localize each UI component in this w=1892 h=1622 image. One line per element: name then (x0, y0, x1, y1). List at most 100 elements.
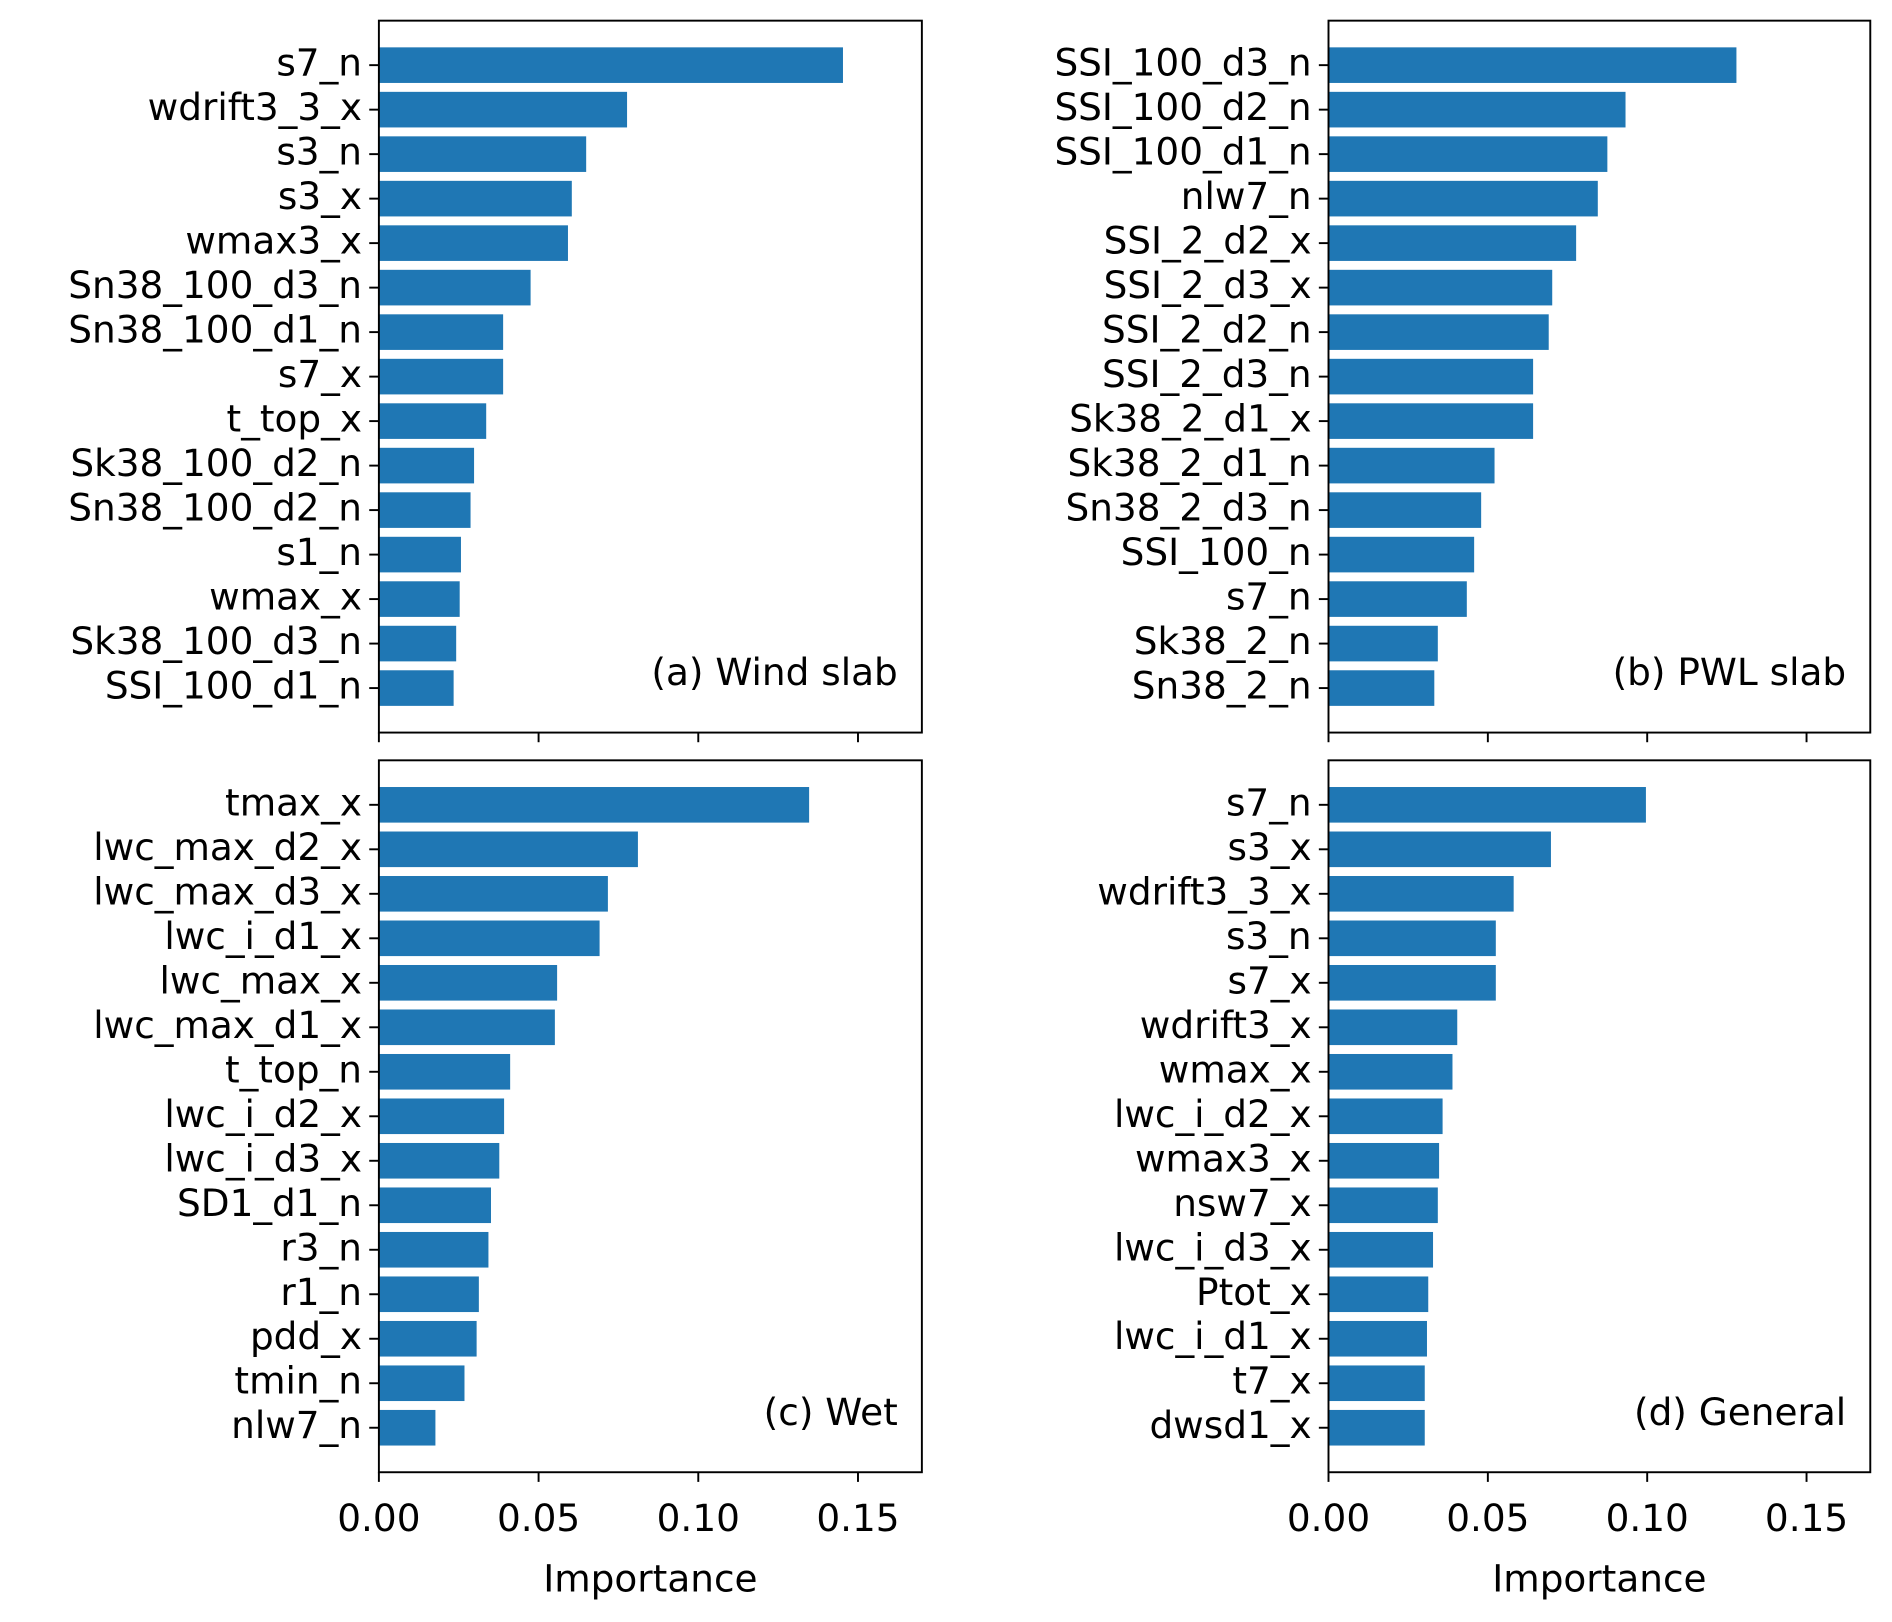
y-tick-label: lwc_i_d2_x (164, 1092, 362, 1136)
bar (378, 91, 628, 128)
y-tick-label: s7_n (1226, 780, 1312, 824)
bar (1328, 831, 1551, 868)
x-tick-label: 0.05 (497, 1496, 580, 1540)
y-tick-label: Sn38_100_d3_n (68, 263, 362, 307)
y-tick-label: t_top_n (225, 1047, 362, 1091)
bar (1328, 136, 1608, 172)
y-tick-label: wmax3_x (1135, 1136, 1312, 1180)
y-tick-label: nsw7_x (1173, 1181, 1311, 1225)
y-tick-label: lwc_max_d2_x (93, 825, 362, 869)
y-tick-label: SSI_2_d3_n (1102, 352, 1312, 396)
y-tick-label: dwsd1_x (1149, 1403, 1311, 1447)
y-tick-label: wmax_x (209, 575, 362, 619)
y-tick-label: wmax3_x (185, 219, 362, 263)
y-tick-label: lwc_i_d3_x (1114, 1225, 1312, 1269)
bar (1328, 670, 1435, 706)
bar (378, 136, 587, 172)
bar (378, 536, 461, 573)
y-tick-label: r3_n (280, 1225, 362, 1269)
axes-frame (377, 759, 923, 1474)
bar (378, 403, 487, 439)
bar (1328, 1187, 1438, 1224)
bar (1328, 1142, 1440, 1179)
bar (1328, 225, 1577, 261)
bar (378, 1231, 489, 1268)
axes-frame (1327, 19, 1872, 734)
bar (1328, 920, 1496, 957)
bar (1328, 787, 1646, 823)
bar (378, 920, 600, 957)
bar (378, 964, 558, 1001)
bar (378, 225, 568, 261)
bar (1328, 1231, 1434, 1268)
bar (378, 1320, 477, 1357)
y-tick-label: t7_x (1232, 1359, 1311, 1403)
y-tick-label: Sn38_100_d2_n (68, 486, 362, 530)
bar (378, 180, 572, 217)
bar (1328, 581, 1467, 617)
y-tick-label: lwc_max_d1_x (93, 1003, 362, 1047)
bar (378, 876, 608, 912)
annotation: (c) Wet (764, 1390, 898, 1434)
bar (1328, 314, 1549, 350)
bar (1328, 536, 1475, 573)
y-tick-label: tmin_n (234, 1359, 362, 1403)
axes-frame (1327, 759, 1872, 1474)
bar (1328, 625, 1438, 662)
bar (378, 1276, 479, 1313)
annotation: (d) General (1634, 1390, 1846, 1434)
bar (1328, 1053, 1453, 1090)
y-tick-label: nlw7_n (231, 1403, 362, 1447)
annotation: (a) Wind slab (651, 650, 897, 694)
y-tick-label: Sk38_2_d1_n (1068, 441, 1312, 485)
bar (1328, 1276, 1429, 1313)
bar (378, 1098, 505, 1135)
bar (378, 831, 638, 868)
y-tick-label: lwc_max_d3_x (93, 869, 362, 913)
bar (1328, 403, 1534, 439)
bar (1328, 269, 1553, 306)
y-tick-label: SSI_2_d2_n (1102, 308, 1312, 352)
x-tick-label: 0.10 (657, 1496, 740, 1540)
y-tick-label: Ptot_x (1196, 1270, 1312, 1314)
x-axis-label: Importance (1492, 1556, 1706, 1600)
y-tick-label: Sk38_2_d1_x (1069, 397, 1312, 441)
y-tick-label: Sn38_2_n (1132, 664, 1312, 708)
y-tick-label: Sn38_100_d1_n (68, 308, 362, 352)
y-tick-label: lwc_i_d1_x (164, 914, 362, 958)
bar (378, 1142, 500, 1179)
bar (1328, 1365, 1425, 1402)
y-tick-label: s3_x (1228, 825, 1312, 869)
y-tick-label: pdd_x (250, 1314, 362, 1358)
bar (378, 1187, 491, 1224)
bar (378, 447, 475, 484)
bar (1328, 964, 1496, 1001)
x-axis-label: Importance (543, 1556, 757, 1600)
bar (378, 1053, 511, 1090)
y-tick-label: Sn38_2_d3_n (1066, 486, 1312, 530)
bar (1328, 1009, 1458, 1046)
y-tick-label: r1_n (280, 1270, 362, 1314)
y-tick-label: SSI_100_d1_n (1054, 130, 1311, 174)
y-tick-label: s1_n (276, 530, 362, 574)
y-tick-label: nlw7_n (1181, 174, 1312, 218)
x-tick-label: 0.15 (1765, 1496, 1848, 1540)
bar (1328, 180, 1598, 217)
y-tick-label: Sk38_100_d2_n (70, 441, 362, 485)
bar (378, 1409, 436, 1446)
y-tick-label: Sk38_2_n (1134, 619, 1312, 663)
bar (378, 787, 810, 823)
axes-frame (377, 19, 923, 734)
y-tick-label: s7_n (1226, 575, 1312, 619)
y-tick-label: SSI_100_d2_n (1054, 85, 1311, 129)
annotation: (b) PWL slab (1613, 650, 1847, 694)
y-tick-label: SSI_100_d1_n (105, 664, 362, 708)
y-tick-label: SSI_2_d2_x (1104, 219, 1312, 263)
bar (378, 625, 457, 662)
bar (378, 492, 471, 528)
bar (378, 1009, 555, 1046)
y-tick-label: SSI_2_d3_x (1104, 263, 1312, 307)
y-tick-label: wdrift3_3_x (1097, 869, 1311, 913)
y-tick-label: s3_n (276, 130, 362, 174)
